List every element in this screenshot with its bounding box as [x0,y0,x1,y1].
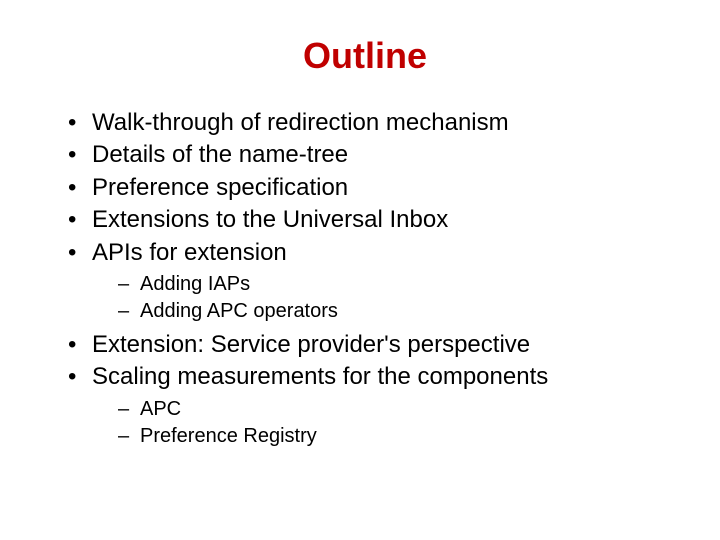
sub-list: Adding IAPs Adding APC operators [114,271,680,325]
list-item: Details of the name-tree [60,139,680,171]
list-item: Scaling measurements for the components … [60,361,680,449]
sub-list-item: APC [114,396,680,423]
sub-list-item: Preference Registry [114,423,680,450]
bullet-text: Scaling measurements for the components [92,363,548,390]
bullet-text: Extension: Service provider's perspectiv… [92,331,530,358]
bullet-text: Walk-through of redirection mechanism [92,109,509,136]
bullet-list: Walk-through of redirection mechanism De… [60,107,680,450]
sub-list-item: Adding APC operators [114,298,680,325]
list-item: Preference specification [60,172,680,204]
list-item: Walk-through of redirection mechanism [60,107,680,139]
bullet-text: Details of the name-tree [92,141,348,168]
sub-bullet-text: Preference Registry [140,425,317,447]
bullet-text: APIs for extension [92,239,287,266]
bullet-text: Preference specification [92,174,348,201]
slide-title: Outline [50,35,680,77]
bullet-text: Extensions to the Universal Inbox [92,206,448,233]
list-item: APIs for extension Adding IAPs Adding AP… [60,237,680,325]
list-item: Extension: Service provider's perspectiv… [60,329,680,361]
list-item: Extensions to the Universal Inbox [60,204,680,236]
slide: Outline Walk-through of redirection mech… [0,0,720,540]
sub-bullet-text: APC [140,398,181,420]
sub-bullet-text: Adding APC operators [140,300,338,322]
sub-bullet-text: Adding IAPs [140,273,250,295]
sub-list-item: Adding IAPs [114,271,680,298]
sub-list: APC Preference Registry [114,396,680,450]
